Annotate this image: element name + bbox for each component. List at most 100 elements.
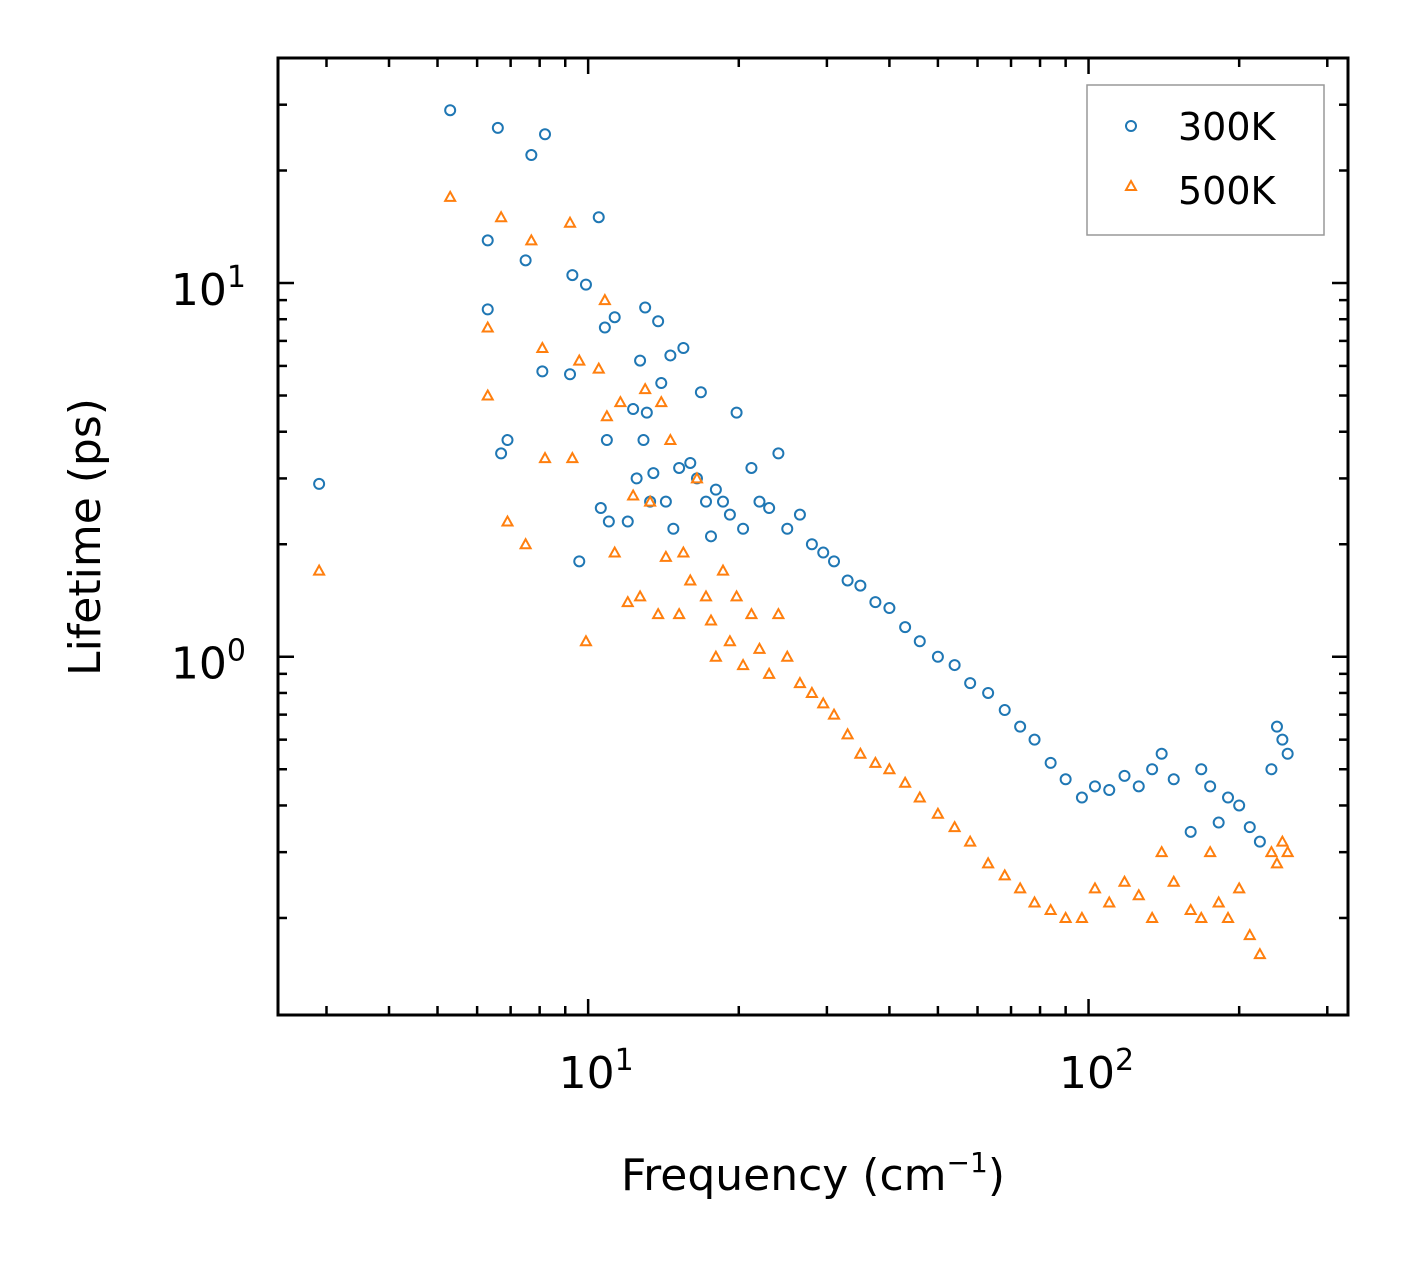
- data-point: [594, 502, 607, 515]
- data-point: [1233, 799, 1246, 812]
- data-point: [608, 311, 621, 324]
- data-point: [1075, 791, 1088, 804]
- data-point: [1103, 783, 1116, 796]
- data-point: [1211, 895, 1226, 908]
- data-point: [744, 607, 759, 620]
- data-point: [634, 354, 647, 367]
- data-point: [1154, 845, 1169, 858]
- tick-labels: 101 102 100 101: [171, 260, 1134, 1099]
- data-point: [1183, 902, 1198, 916]
- data-point: [868, 755, 883, 768]
- legend: 300K 500K: [1086, 84, 1325, 236]
- data-point: [654, 395, 668, 408]
- data-point: [793, 676, 807, 689]
- data-point: [717, 495, 730, 508]
- data-point: [630, 472, 643, 485]
- data-point: [793, 508, 806, 521]
- data-point: [853, 746, 868, 759]
- data-point: [1059, 773, 1072, 786]
- data-point: [745, 461, 758, 474]
- data-point: [667, 522, 680, 535]
- data-point: [1146, 763, 1159, 776]
- data-point: [443, 189, 457, 202]
- data-point: [780, 649, 794, 662]
- data-point: [817, 546, 830, 559]
- data-point: [840, 727, 855, 740]
- data-point: [481, 303, 494, 316]
- data-point: [659, 549, 673, 562]
- data-point: [535, 340, 550, 354]
- data-point: [964, 677, 977, 690]
- data-point: [481, 388, 495, 401]
- data-point: [525, 149, 538, 162]
- data-point: [1280, 845, 1295, 858]
- data-point: [491, 121, 504, 134]
- data-point: [913, 635, 926, 648]
- data-point: [869, 596, 882, 609]
- data-point: [627, 403, 640, 416]
- data-point: [677, 342, 690, 355]
- legend-box: [1086, 84, 1325, 236]
- data-point: [828, 555, 841, 568]
- data-point: [1253, 835, 1266, 848]
- data-point: [608, 545, 622, 558]
- data-point: [1270, 856, 1284, 869]
- data-point: [1194, 910, 1208, 923]
- data-point: [771, 607, 786, 620]
- data-point: [1118, 769, 1131, 782]
- data-point: [1221, 910, 1235, 923]
- data-point: [1013, 881, 1027, 894]
- data-point: [1265, 763, 1278, 776]
- data-point: [592, 211, 605, 224]
- data-point: [519, 254, 532, 267]
- data-point: [816, 696, 830, 709]
- data-point: [663, 432, 678, 446]
- data-point: [1155, 747, 1168, 760]
- data-point: [1232, 881, 1246, 894]
- data-point: [1075, 910, 1089, 923]
- data-point: [763, 502, 776, 515]
- data-point: [762, 666, 776, 679]
- data-point: [536, 365, 549, 378]
- data-point: [729, 589, 744, 602]
- data-point: [982, 686, 995, 699]
- data-point: [699, 495, 712, 508]
- data-point: [1145, 910, 1159, 923]
- data-point: [643, 494, 657, 507]
- data-point: [598, 321, 611, 334]
- data-point: [841, 574, 854, 587]
- data-point: [736, 658, 750, 671]
- data-point: [566, 269, 579, 282]
- data-point: [781, 522, 794, 535]
- data-point: [673, 461, 686, 474]
- data-point: [898, 775, 912, 788]
- data-point: [981, 856, 995, 869]
- data-point: [1270, 720, 1283, 733]
- data-point: [1167, 773, 1180, 786]
- data-point: [672, 607, 686, 620]
- data-point: [805, 538, 818, 551]
- x-axis-label-superscript: −1: [947, 1146, 988, 1179]
- data-point: [1243, 821, 1256, 834]
- data-point: [1222, 791, 1235, 804]
- data-point: [1117, 874, 1132, 887]
- data-point: [639, 301, 652, 314]
- data-point: [1281, 747, 1294, 760]
- data-point: [723, 508, 736, 521]
- data-point: [704, 530, 717, 543]
- data-point: [1253, 947, 1267, 960]
- data-point: [723, 634, 737, 647]
- data-point: [664, 349, 677, 362]
- data-point: [621, 595, 635, 608]
- data-point: [481, 320, 495, 333]
- data-point: [655, 377, 668, 390]
- data-point: [694, 386, 707, 399]
- data-point: [730, 406, 743, 419]
- data-point: [883, 602, 896, 615]
- data-point: [805, 685, 819, 698]
- data-point: [1243, 928, 1257, 941]
- data-point: [931, 650, 944, 663]
- data-point: [444, 104, 457, 117]
- data-point: [1204, 780, 1217, 793]
- data-point: [699, 589, 713, 602]
